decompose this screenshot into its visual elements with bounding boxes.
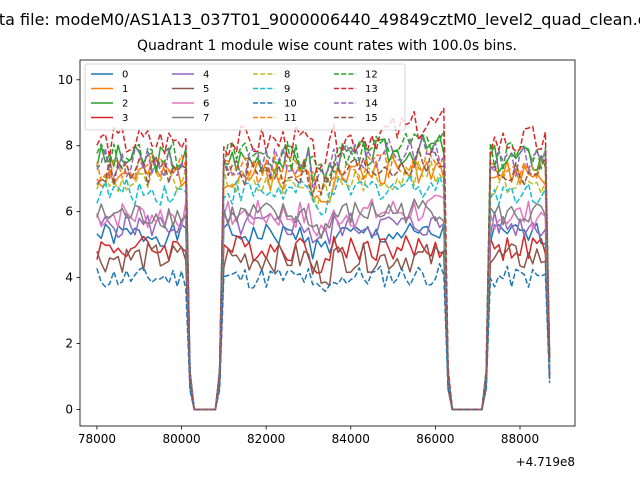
x-offset-label: +4.719e8: [516, 455, 575, 469]
legend-label-14: 14: [365, 99, 378, 110]
y-tick-label: 2: [65, 337, 73, 351]
chart-title: Quadrant 1 module wise count rates with …: [137, 38, 517, 54]
legend-label-5: 5: [203, 84, 209, 95]
legend-label-1: 1: [122, 84, 128, 95]
x-tick-label: 82000: [247, 432, 285, 446]
y-tick-label: 6: [65, 205, 73, 219]
axes-frame: [79, 59, 576, 427]
x-tick-label: 84000: [332, 432, 370, 446]
legend-label-3: 3: [122, 113, 128, 124]
x-tick-label: 88000: [501, 432, 539, 446]
legend-label-11: 11: [284, 113, 297, 124]
series-line-15: [96, 147, 551, 411]
y-tick-label: 8: [65, 139, 73, 153]
legend-label-7: 7: [203, 113, 209, 124]
legend-label-12: 12: [365, 70, 378, 81]
y-tick-label: 0: [65, 403, 73, 417]
figure-suptitle: Data file: modeM0/AS1A13_037T01_90000064…: [0, 10, 640, 30]
legend-label-9: 9: [284, 84, 290, 95]
x-tick-label: 80000: [162, 432, 200, 446]
x-tick-label: 78000: [78, 432, 116, 446]
legend-label-8: 8: [284, 70, 290, 81]
legend-label-4: 4: [203, 70, 209, 81]
legend-label-13: 13: [365, 84, 378, 95]
legend-label-15: 15: [365, 113, 378, 124]
legend-label-6: 6: [203, 99, 209, 110]
legend-box: [84, 63, 406, 131]
legend-label-2: 2: [122, 99, 128, 110]
y-tick-label: 10: [58, 73, 73, 87]
legend-label-10: 10: [284, 99, 297, 110]
series-group: [96, 107, 551, 411]
x-tick-label: 86000: [416, 432, 454, 446]
legend-label-0: 0: [122, 70, 128, 81]
y-tick-label: 4: [65, 271, 73, 285]
